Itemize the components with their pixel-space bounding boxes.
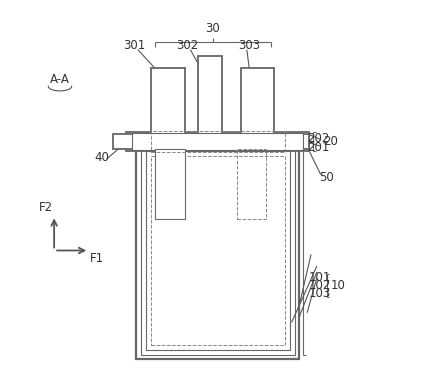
Text: 301: 301 [123,39,145,52]
Bar [237,149,266,220]
Bar [126,132,309,151]
Text: 30: 30 [206,22,220,35]
Bar [299,134,309,149]
Text: 40: 40 [94,151,109,163]
Bar [140,146,295,355]
Text: 102: 102 [309,279,331,292]
Bar [151,156,284,345]
Bar [152,67,185,134]
Text: 103: 103 [309,287,331,300]
Text: 10: 10 [330,279,346,292]
Text: 101: 101 [309,271,331,284]
Text: 302: 302 [176,39,199,52]
Bar [155,149,185,220]
Bar [113,134,136,149]
Text: A-A: A-A [50,73,70,86]
Bar [241,67,274,134]
Bar [132,133,303,150]
Text: F2: F2 [39,201,54,214]
Bar [136,142,299,359]
Text: 303: 303 [238,39,260,52]
Text: 20: 20 [323,135,338,148]
Text: 201: 201 [307,141,330,154]
Bar [198,56,222,134]
Bar [151,131,284,152]
Text: F1: F1 [90,252,104,265]
Text: 202: 202 [307,132,330,145]
Bar [146,151,290,350]
Text: 50: 50 [319,171,334,184]
